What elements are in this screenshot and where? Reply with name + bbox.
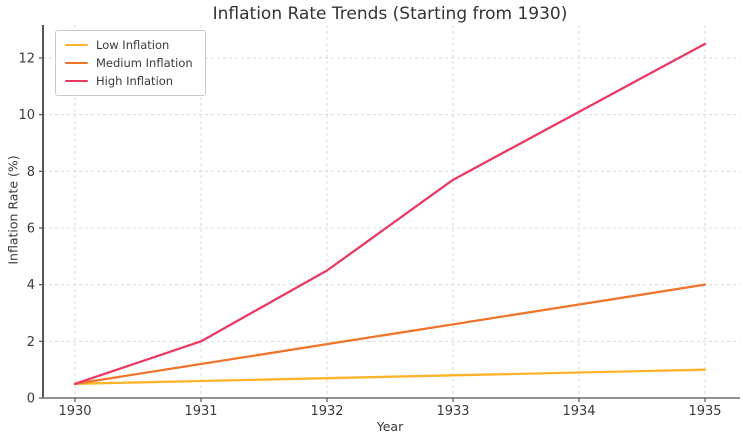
y-tick-label: 4 <box>27 278 35 293</box>
legend-swatch-low-inflation <box>65 44 88 46</box>
legend-label: Medium Inflation <box>96 56 193 70</box>
y-tick-label: 10 <box>18 108 35 123</box>
x-tick-label: 1933 <box>436 404 469 419</box>
y-tick-label: 0 <box>27 392 35 407</box>
legend-item: Medium Inflation <box>65 56 193 70</box>
chart-title: Inflation Rate Trends (Starting from 193… <box>212 4 568 24</box>
legend: Low Inflation Medium Inflation High Inflat… <box>55 30 206 96</box>
legend-swatch-medium-inflation <box>65 62 88 64</box>
y-axis-label: Inflation Rate (%) <box>5 155 21 265</box>
x-tick-label: 1931 <box>184 404 217 419</box>
x-tick-label: 1932 <box>310 404 343 419</box>
legend-item: High Inflation <box>65 74 193 88</box>
legend-label: High Inflation <box>96 74 174 88</box>
y-tick-label: 12 <box>18 52 35 67</box>
legend-swatch-high-inflation <box>65 80 88 82</box>
x-tick-label: 1934 <box>562 404 595 419</box>
legend-item: Low Inflation <box>65 38 193 52</box>
x-tick-label: 1935 <box>688 404 721 419</box>
y-tick-label: 6 <box>27 222 35 237</box>
series-line-low-inflation <box>73 368 707 385</box>
legend-label: Low Inflation <box>96 38 170 52</box>
y-tick-label: 8 <box>27 165 35 180</box>
x-tick-label: 1930 <box>58 404 91 419</box>
series-line-medium-inflation <box>73 283 707 385</box>
y-tick-label: 2 <box>27 335 35 350</box>
series-line-high-inflation <box>73 42 707 385</box>
x-axis-label: Year <box>376 419 404 434</box>
